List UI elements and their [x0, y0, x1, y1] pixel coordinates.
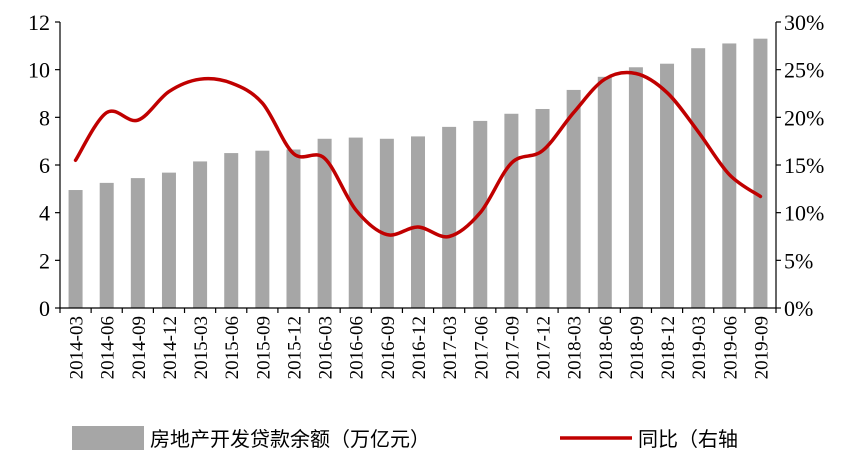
right-tick-label: 20%	[784, 105, 824, 130]
bar	[442, 126, 457, 309]
bar	[753, 38, 768, 309]
x-tick-label: 2015-09	[253, 316, 274, 379]
x-tick-label: 2018-03	[565, 316, 586, 379]
bar	[286, 149, 301, 308]
x-tick-label: 2019-06	[720, 316, 741, 379]
legend: 房地产开发贷款余额（万亿元） 同比（右轴	[72, 426, 738, 451]
x-axis-ticks: 2014-03 2014-06 2014-09 2014-12 2015-03 2015-…	[59, 308, 777, 379]
right-tick-label: 25%	[784, 58, 824, 83]
right-tick-label: 0%	[784, 296, 813, 321]
x-tick-label: 2019-03	[689, 316, 710, 379]
bar	[597, 76, 612, 308]
x-tick-label: 2015-06	[222, 316, 243, 379]
bar	[99, 182, 114, 309]
x-tick-label: 2014-12	[160, 316, 181, 379]
right-axis-ticks: 0% 5% 10% 15% 20% 25% 30%	[776, 10, 824, 321]
x-tick-label: 2018-09	[627, 316, 648, 379]
left-tick-label: 8	[39, 105, 50, 130]
x-tick-label: 2017-03	[440, 316, 461, 379]
x-tick-label: 2016-12	[409, 316, 430, 379]
x-tick-label: 2015-12	[284, 316, 305, 379]
x-tick-label: 2019-09	[751, 316, 772, 379]
x-tick-label: 2018-06	[596, 316, 617, 379]
bar	[348, 137, 363, 308]
x-tick-label: 2017-12	[534, 316, 555, 379]
x-tick-label: 2017-09	[502, 316, 523, 379]
left-tick-label: 4	[39, 201, 50, 226]
x-tick-label: 2016-06	[347, 316, 368, 379]
bar	[566, 89, 581, 308]
x-tick-label: 2014-03	[67, 316, 88, 379]
bar	[317, 138, 332, 308]
bar	[535, 108, 550, 309]
bar	[504, 113, 519, 308]
right-tick-label: 10%	[784, 201, 824, 226]
legend-bar-label: 房地产开发贷款余额（万亿元）	[150, 427, 430, 451]
bar	[411, 136, 425, 308]
right-tick-label: 5%	[784, 248, 813, 273]
bar	[224, 153, 239, 308]
x-tick-label: 2014-09	[129, 316, 150, 379]
right-tick-label: 15%	[784, 153, 824, 178]
left-tick-label: 6	[39, 153, 50, 178]
x-tick-label: 2016-03	[316, 316, 337, 379]
right-tick-label: 30%	[784, 10, 824, 35]
legend-line-label: 同比（右轴	[638, 427, 738, 451]
x-tick-label: 2018-12	[658, 316, 679, 379]
x-tick-label: 2015-03	[191, 316, 212, 379]
bar	[255, 150, 270, 308]
line-series	[73, 70, 763, 239]
bar	[161, 172, 176, 308]
left-tick-label: 12	[28, 10, 50, 35]
left-tick-label: 2	[39, 248, 50, 273]
bar-series	[68, 38, 768, 309]
x-tick-label: 2014-06	[98, 316, 119, 379]
left-axis-ticks: 0 2 4 6 8 10 12	[28, 10, 60, 321]
bar	[660, 63, 675, 309]
bar	[193, 161, 208, 308]
left-tick-label: 0	[39, 296, 50, 321]
bar	[628, 67, 643, 308]
bar	[379, 138, 394, 308]
yoy-line	[73, 70, 763, 239]
bar	[691, 48, 706, 308]
legend-bar-swatch	[72, 426, 144, 450]
x-tick-label: 2017-06	[471, 316, 492, 379]
x-tick-label: 2016-09	[378, 316, 399, 379]
left-tick-label: 10	[28, 58, 50, 83]
bar	[68, 190, 83, 308]
bar	[130, 178, 145, 308]
